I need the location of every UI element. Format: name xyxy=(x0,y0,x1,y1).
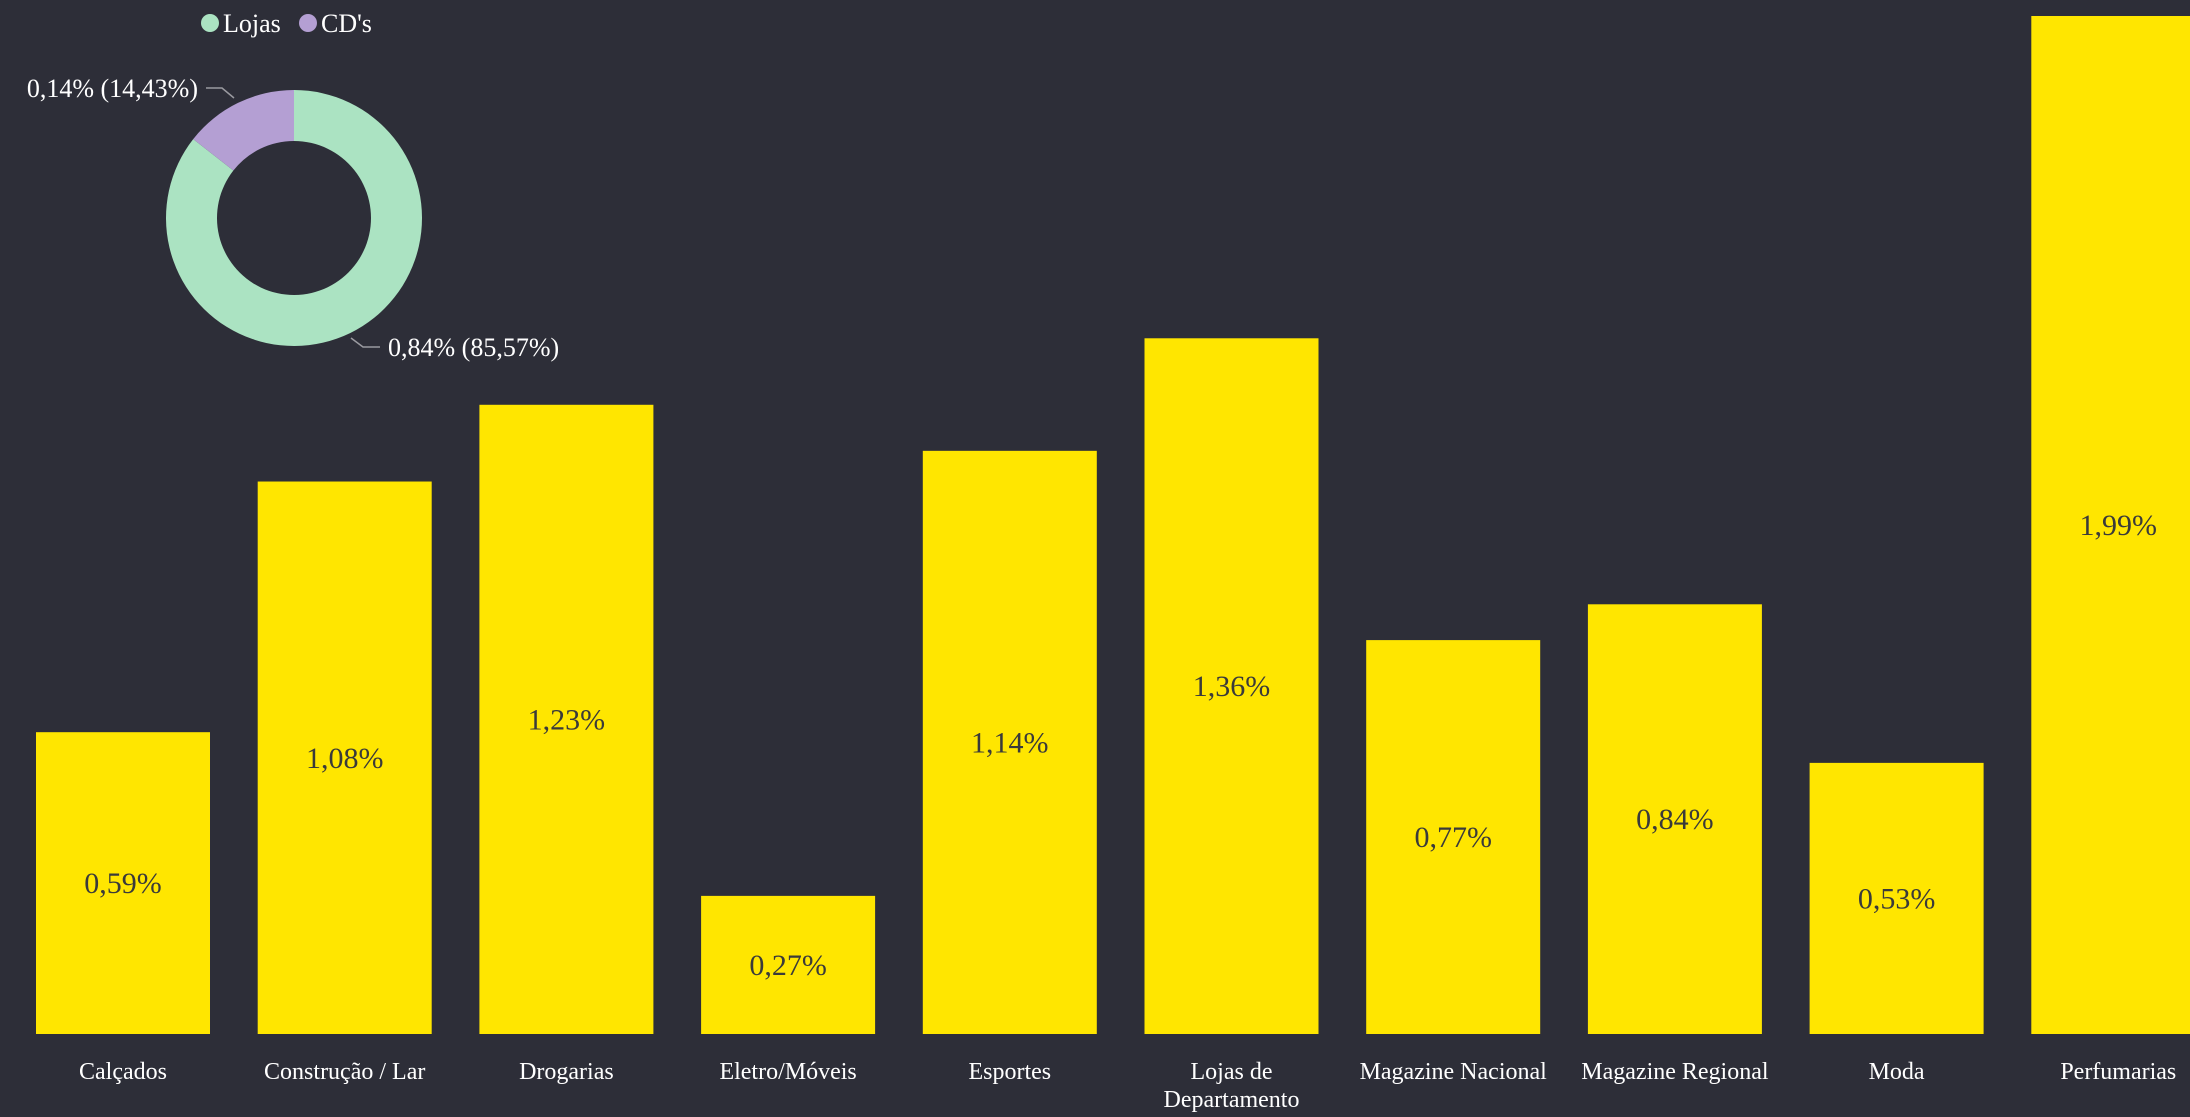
legend-marker-icon xyxy=(299,14,317,32)
category-label: Magazine Regional xyxy=(1581,1059,1769,1085)
bar-3[interactable] xyxy=(479,404,654,1034)
bar-chart: 0,59% Calçados 1,08% Construção / Lar 1,23% D… xyxy=(36,16,2190,1113)
bar-value-label: 1,08% xyxy=(306,742,384,775)
bar-10[interactable] xyxy=(2031,16,2190,1034)
bar-6[interactable] xyxy=(1144,338,1319,1035)
category-label: Esportes xyxy=(968,1059,1051,1085)
legend-item-cds[interactable]: CD's xyxy=(299,9,372,38)
legend-label: Lojas xyxy=(223,9,281,38)
leader-line-cds xyxy=(206,87,235,99)
bar-value-label: 0,84% xyxy=(1636,803,1714,836)
bar-value-label: 1,14% xyxy=(971,726,1049,759)
category-label: Lojas de Departamento xyxy=(1164,1059,1300,1112)
donut-label-cds: 0,14% (14,43%) xyxy=(27,74,198,103)
donut-chart: 0,84% (85,57%) 0,14% (14,43%) xyxy=(27,74,559,362)
category-label: Drogarias xyxy=(519,1059,614,1085)
bar-9[interactable] xyxy=(1809,762,1984,1034)
bar-value-label: 0,77% xyxy=(1414,821,1492,854)
bar-value-label: 0,27% xyxy=(749,949,827,982)
bar-7[interactable] xyxy=(1366,640,1541,1034)
category-label: Magazine Nacional xyxy=(1360,1059,1548,1085)
category-label: Moda xyxy=(1869,1059,1925,1085)
bar-5[interactable] xyxy=(922,450,1097,1035)
category-label: Calçados xyxy=(79,1059,167,1085)
donut-legend: Lojas CD's xyxy=(201,9,372,38)
donut-slice-cds[interactable] xyxy=(193,90,294,171)
bar-value-label: 1,99% xyxy=(2080,509,2158,542)
category-label: Eletro/Móveis xyxy=(719,1059,856,1085)
category-label: Perfumarias xyxy=(2060,1059,2176,1085)
legend-marker-icon xyxy=(201,14,219,32)
bar-value-label: 0,59% xyxy=(84,867,162,900)
bar-value-label: 0,53% xyxy=(1858,882,1936,915)
leader-line-lojas xyxy=(350,337,380,348)
bar-4[interactable] xyxy=(701,895,876,1034)
category-label: Construção / Lar xyxy=(264,1059,425,1085)
legend-item-lojas[interactable]: Lojas xyxy=(201,9,281,38)
bar-value-label: 1,36% xyxy=(1193,670,1271,703)
bar-8[interactable] xyxy=(1587,604,1762,1034)
bar-value-label: 1,23% xyxy=(528,703,606,736)
donut-slice-lojas[interactable] xyxy=(166,90,422,346)
legend-label: CD's xyxy=(321,9,372,38)
bar-2[interactable] xyxy=(257,481,432,1034)
donut-label-lojas: 0,84% (85,57%) xyxy=(388,333,559,362)
bar-1[interactable] xyxy=(36,732,210,1034)
